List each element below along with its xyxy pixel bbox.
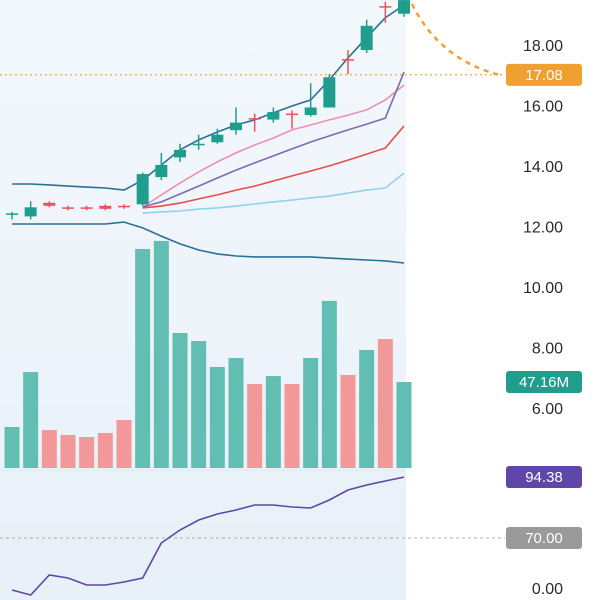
volume-tag-bg (506, 370, 582, 393)
indicator-line (142, 71, 405, 208)
y-tick-label: 18.00 (523, 38, 563, 55)
candle-body (342, 59, 354, 61)
candle-body (80, 207, 93, 209)
candle-body (267, 112, 280, 120)
volume-bar (265, 376, 281, 468)
volume-bar (79, 436, 95, 468)
volume-bar (41, 430, 57, 468)
candle-body (248, 118, 261, 120)
volume-bar (377, 339, 393, 468)
y-tick-label: 16.00 (523, 99, 563, 116)
y-tick-label: 12.00 (523, 220, 563, 237)
volume-bar (191, 341, 207, 468)
candle-body (136, 174, 149, 205)
volume-bar (284, 383, 300, 468)
y-tick-label: 10.00 (523, 280, 563, 297)
volume-bar (172, 333, 188, 468)
volume-bar (359, 349, 375, 468)
indicator-line (12, 221, 405, 264)
volume-bar (60, 434, 76, 468)
candle-body (230, 122, 242, 131)
rsi-axis-label: 0.00 (532, 581, 563, 598)
volume-bar (321, 300, 337, 468)
y-tick-label: 14.00 (523, 159, 563, 176)
candle-body (174, 149, 186, 158)
indicator-line (142, 125, 405, 209)
rsi-tag: 94.38 (525, 469, 563, 486)
rsi-tag-bg (506, 466, 582, 489)
volume-bar (135, 248, 151, 468)
rsi-level-tag: 70.00 (525, 530, 563, 547)
candle-body (99, 205, 112, 209)
volume-bar (247, 383, 263, 468)
candle-body (286, 113, 298, 116)
volume-bar (396, 381, 412, 468)
candle-body (192, 143, 205, 146)
candle-body (118, 205, 130, 208)
volume-bar (340, 374, 356, 468)
y-tick-label: 8.00 (532, 341, 563, 358)
candle-body (360, 25, 373, 51)
candle-body (43, 202, 56, 206)
candle-body (62, 207, 74, 209)
indicator-line (12, 4, 405, 191)
candle-body (323, 77, 336, 108)
volume-bar (97, 432, 113, 468)
projection-curve (410, 3, 501, 77)
volume-bar (23, 372, 39, 468)
rsi-level-tag-bg (506, 527, 582, 549)
candle-body (24, 207, 37, 217)
series-layer: 6.00 8.00 10.00 12.00 14.00 16.00 18.00 17.08 47… (0, 0, 582, 596)
volume-tag: 47.16M (519, 374, 569, 391)
price-tag-bg (506, 63, 582, 86)
candle-body (304, 107, 317, 116)
price-tag: 17.08 (525, 67, 563, 84)
volume-bar (116, 420, 132, 468)
candle-body (155, 164, 168, 178)
candle-body (6, 213, 18, 215)
volume-bar (4, 426, 20, 468)
volume-bar (303, 358, 319, 468)
indicator-line (142, 84, 405, 208)
y-tick-label: 6.00 (532, 401, 563, 418)
volume-bar (153, 240, 169, 468)
volume-bar (209, 366, 225, 468)
volume-bar (228, 358, 244, 468)
candle-body (211, 134, 224, 143)
candle-body (379, 6, 392, 8)
indicator-line (142, 172, 405, 214)
rsi-line (11, 476, 405, 596)
candle-body (398, 0, 410, 14)
plot-background (0, 0, 406, 600)
